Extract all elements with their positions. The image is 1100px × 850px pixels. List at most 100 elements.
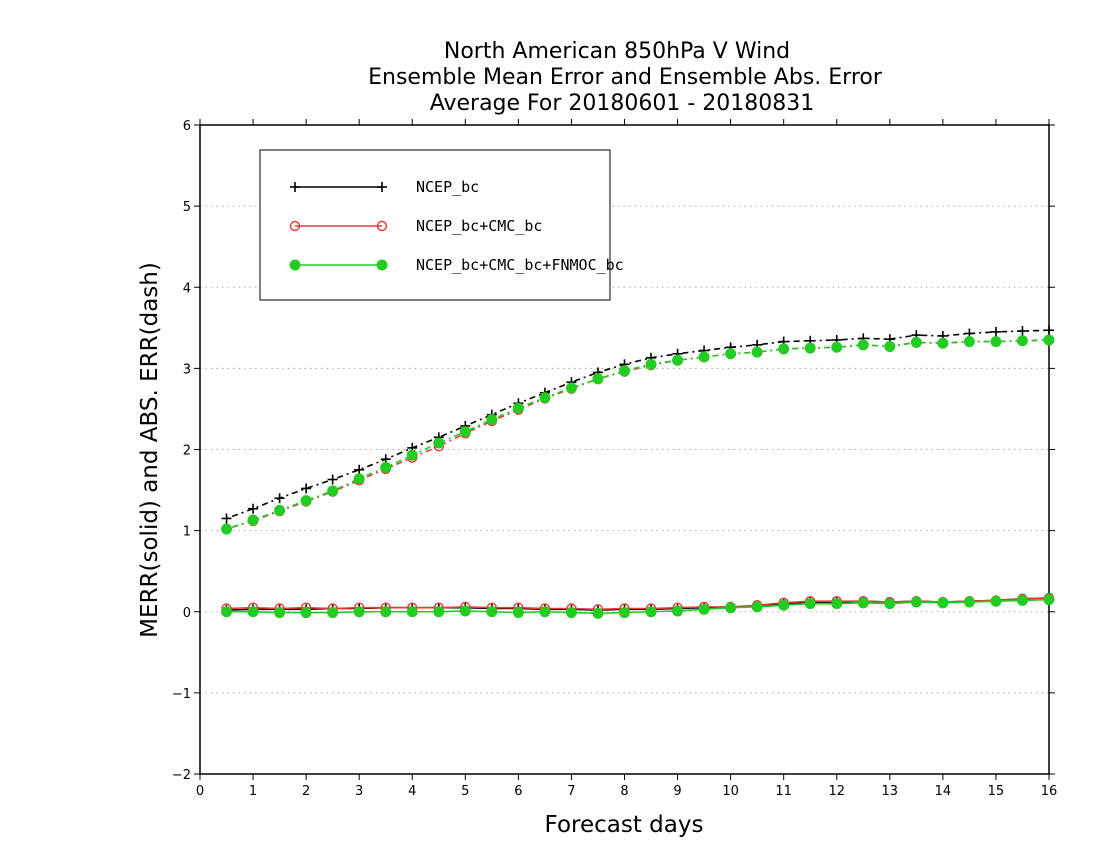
series-3-abs-err-point (433, 437, 445, 449)
series-3-merr-point (592, 607, 604, 619)
x-tick-label: 5 (461, 784, 469, 799)
series-3-merr-point (247, 606, 259, 618)
series-1-abs-err-point (354, 464, 365, 475)
legend-swatch-marker-left (289, 259, 301, 271)
legend-swatch-marker-right (376, 220, 388, 232)
x-tick-label: 9 (673, 784, 681, 799)
series-3-merr-point (539, 606, 551, 618)
series-3-merr-point (274, 607, 286, 619)
series-3-abs-err-point (804, 342, 816, 354)
y-tick-label: 2 (183, 444, 191, 459)
series-3-abs-err-point (645, 358, 657, 370)
series-3-merr-point (672, 605, 684, 617)
y-tick-label: −1 (172, 687, 191, 702)
series-3-abs-err-point (1016, 335, 1028, 347)
legend-swatch-marker-left (289, 220, 301, 232)
series-3-merr-point (459, 605, 471, 617)
x-tick-label: 6 (514, 784, 522, 799)
series-3-merr-point (963, 596, 975, 608)
y-tick-label: 5 (183, 200, 191, 215)
series-3-abs-err-point (459, 426, 471, 438)
x-tick-label: 15 (988, 784, 1005, 799)
series-3-abs-err-point (592, 373, 604, 385)
series-3-merr-point (353, 606, 365, 618)
series-3-merr-point (1016, 594, 1028, 606)
series-3-merr-point (884, 598, 896, 610)
series-lines (221, 325, 1055, 619)
y-tick-label: 4 (183, 281, 191, 296)
x-tick-label: 8 (620, 784, 628, 799)
series-3-abs-err-line (226, 339, 1050, 530)
series-3-abs-err-point (512, 402, 524, 414)
series-3-merr-point (1043, 594, 1055, 606)
series-3-merr-point (778, 599, 790, 611)
y-tick-label: 6 (183, 119, 191, 134)
series-3-merr-line (226, 598, 1050, 615)
series-1-abs-err-line (226, 329, 1050, 520)
legend-swatch-marker-right (377, 182, 387, 192)
x-tick-label: 14 (935, 784, 952, 799)
series-3-abs-err-point (884, 340, 896, 352)
legend-swatch-marker-right (376, 259, 388, 271)
series-3-abs-err-point (990, 336, 1002, 348)
series-1-abs-err-point (221, 513, 232, 524)
series-3-abs-err-point (778, 343, 790, 355)
series-3-merr-point (857, 597, 869, 609)
x-tick-label: 2 (302, 784, 310, 799)
series-3-merr-point (645, 606, 657, 618)
series-3-abs-err-point (937, 337, 949, 349)
x-axis-label: Forecast days (545, 812, 704, 838)
series-3-merr-point (751, 601, 763, 613)
series-3-merr-point (990, 595, 1002, 607)
series-3 (221, 334, 1055, 619)
series-3-merr-point (300, 607, 312, 619)
x-tick-label: 12 (828, 784, 845, 799)
legend: NCEP_bc NCEP_bc+CMC_bc NCEP_bc+CMC_bc+FNMO… (259, 149, 624, 301)
x-tick-label: 3 (355, 784, 363, 799)
series-1-abs-err-point (1044, 325, 1054, 336)
series-3-abs-err-point (672, 354, 684, 366)
series-3-merr-point (512, 607, 524, 619)
series-3-abs-err-point (857, 339, 869, 351)
series-3-merr-point (486, 606, 498, 618)
legend-label: NCEP_bc (416, 178, 479, 196)
chart-title-line-1: North American 850hPa V Wind (444, 39, 790, 64)
chart-title-line-2: Ensemble Mean Error and Ensemble Abs. Er… (368, 65, 883, 90)
x-tick-label: 11 (775, 784, 792, 799)
series-3-abs-err-point (619, 365, 630, 377)
legend-items: NCEP_bc NCEP_bc+CMC_bc NCEP_bc+CMC_bc+FNMO… (289, 178, 624, 274)
series-3-merr-point (910, 596, 922, 608)
series-1-abs-err-point (248, 503, 259, 514)
series-3-merr-point (327, 607, 339, 619)
legend-label: NCEP_bc+CMC_bc (416, 217, 542, 235)
series-3-abs-err-point (406, 449, 418, 461)
series-3-merr-point (698, 603, 710, 615)
y-tick-label: 0 (183, 606, 191, 621)
series-3-abs-err-point (565, 382, 577, 394)
y-tick-label: 3 (183, 362, 191, 377)
series-2 (221, 334, 1055, 615)
chart-title-line-3: Average For 20180601 - 20180831 (430, 91, 815, 116)
series-1-abs-err-point (990, 326, 1001, 337)
y-axis-label: MERR(solid) and ABS. ERR(dash) (137, 262, 163, 638)
series-3-merr-point (406, 606, 418, 618)
chart-title: North American 850hPa V Wind Ensemble Me… (368, 39, 883, 116)
legend-box (259, 149, 611, 301)
series-3-abs-err-point (221, 523, 233, 535)
series-3-merr-point (380, 606, 392, 618)
series-3-abs-err-point (1043, 334, 1055, 346)
series-1-abs-err-point (1017, 326, 1028, 337)
series-3-abs-err-point (963, 336, 975, 348)
series-3-abs-err-point (380, 461, 392, 473)
series-3-abs-err-point (751, 346, 763, 358)
x-tick-label: 13 (882, 784, 899, 799)
series-3-abs-err-point (725, 348, 737, 360)
series-3-abs-err-point (539, 392, 551, 404)
series-3-merr-point (221, 606, 233, 618)
series-1-abs-err-point (327, 474, 338, 485)
series-3-abs-err-point (274, 504, 286, 516)
series-3-merr-point (725, 602, 737, 614)
x-tick-label: 1 (249, 784, 257, 799)
